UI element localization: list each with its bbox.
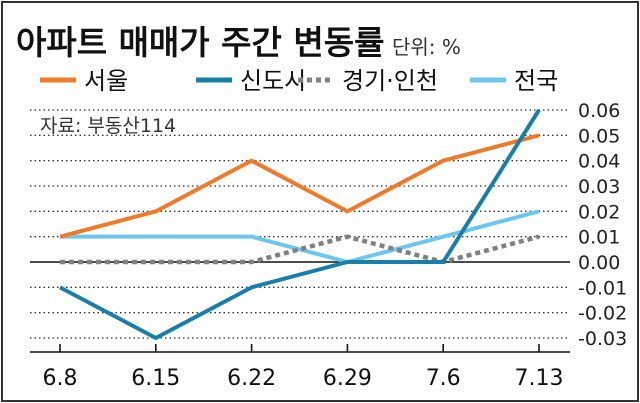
y-tick-label: 0.02 (578, 201, 620, 223)
legend: 서울 신도시 경기·인천 전국 (40, 67, 558, 95)
y-tick-label: 0.03 (578, 176, 620, 198)
y-tick-label: -0.02 (578, 303, 627, 325)
x-tick-label: 6.8 (43, 366, 78, 391)
legend-label: 전국 (514, 67, 558, 95)
x-tick-label: 7.6 (426, 366, 461, 391)
y-tick-label: -0.01 (578, 277, 627, 299)
x-tick-label: 7.13 (515, 366, 564, 391)
x-tick-label: 6.22 (227, 366, 276, 391)
x-tick-label: 6.15 (131, 366, 180, 391)
grid (30, 109, 570, 339)
series-layer (59, 108, 541, 340)
y-tick-label: 0.00 (578, 252, 620, 274)
y-tick-label: 0.01 (578, 227, 620, 249)
series-line-0 (59, 133, 540, 239)
series-line-3 (60, 209, 540, 264)
y-tick-label: 0.06 (578, 100, 620, 122)
series-line-1 (59, 108, 541, 340)
source-note: 자료: 부동산114 (40, 115, 176, 137)
legend-label: 서울 (84, 67, 128, 95)
y-tick-label: -0.03 (578, 328, 627, 350)
axes (30, 261, 570, 353)
chart-title: 아파트 매매가 주간 변동률 (16, 23, 384, 62)
y-tick-label: 0.05 (578, 125, 620, 147)
y-tick-label: 0.04 (578, 151, 620, 173)
y-tick-labels: 0.06 0.05 0.04 0.03 0.02 0.01 0.00 -0.01 -0.02 -0… (578, 100, 627, 350)
legend-label: 경기·인천 (342, 67, 438, 95)
legend-label: 신도시 (240, 67, 306, 95)
series-line-2 (60, 234, 540, 265)
x-tick-label: 6.29 (323, 366, 372, 391)
unit-label: 단위: % (392, 35, 461, 59)
x-tick-labels: 6.8 6.15 6.22 6.29 7.6 7.13 (43, 366, 564, 391)
